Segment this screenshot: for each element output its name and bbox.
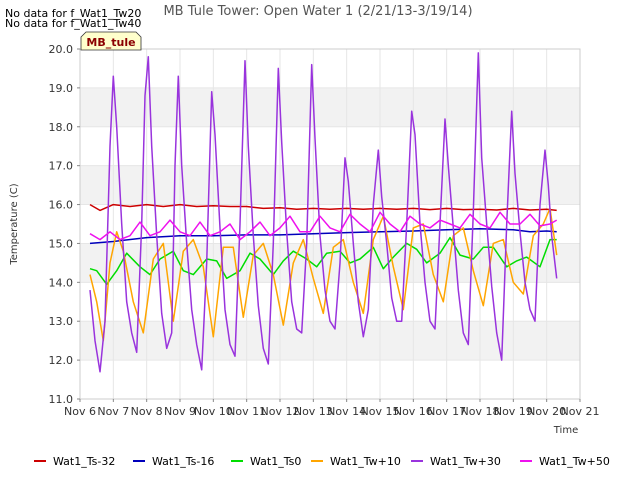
x-tick-label: Nov 13 (294, 405, 333, 418)
grid-band (80, 243, 580, 283)
y-tick-label: 16.0 (49, 199, 74, 212)
x-tick-label: Nov 14 (327, 405, 366, 418)
grid-band (80, 321, 580, 361)
x-tick-label: Nov 7 (97, 405, 129, 418)
site-badge-box (80, 31, 142, 51)
x-tick-label: Nov 8 (131, 405, 163, 418)
x-tick-label: Nov 21 (561, 405, 600, 418)
x-tick-label: Nov 20 (527, 405, 566, 418)
x-tick-label: Nov 19 (494, 405, 533, 418)
no-data-notice-1: No data for f_Wat1_Tw20 (5, 7, 142, 20)
series-line-wat1-tw-50 (89, 211, 558, 241)
y-tick-label: 15.0 (49, 237, 74, 250)
legend-label: Wat1_Ts-16 (152, 455, 214, 468)
series-line-wat1-tw-30 (89, 52, 558, 373)
x-tick-label: Nov 15 (361, 405, 400, 418)
x-tick-label: Nov 9 (164, 405, 196, 418)
legend-label: Wat1_Tw+10 (330, 455, 401, 468)
series-line-wat1-ts-32 (89, 203, 557, 212)
y-tick-label: 13.0 (49, 315, 74, 328)
y-axis-label: Temperature (C) (9, 183, 20, 265)
y-tick-label: 14.0 (49, 276, 74, 289)
grid-band (80, 165, 580, 205)
plot-area-frame (79, 48, 581, 400)
legend-label: Wat1_Tw+30 (430, 455, 501, 468)
y-tick-label: 19.0 (49, 82, 74, 95)
x-tick-label: Nov 12 (261, 405, 300, 418)
y-tick-label: 20.0 (49, 43, 74, 56)
grid-band (80, 87, 580, 127)
y-tick-label: 12.0 (49, 354, 74, 367)
x-tick-label: Nov 10 (194, 405, 233, 418)
x-tick-label: Nov 18 (461, 405, 500, 418)
y-tick-label: 11.0 (49, 393, 74, 406)
series-line-wat1-tw-10 (89, 207, 558, 342)
legend-label: Wat1_Ts0 (250, 455, 301, 468)
x-axis-label: Time (553, 425, 578, 436)
y-tick-label: 17.0 (49, 160, 74, 173)
series-line-wat1-ts-16 (89, 227, 557, 245)
site-badge-label: MB_tule (86, 36, 135, 49)
x-tick-label: Nov 11 (227, 405, 266, 418)
legend-label: Wat1_Tw+50 (539, 455, 610, 468)
chart-title: MB Tule Tower: Open Water 1 (2/21/13-3/1… (163, 4, 472, 19)
x-tick-label: Nov 6 (64, 405, 96, 418)
x-tick-label: Nov 17 (427, 405, 466, 418)
legend-label: Wat1_Ts-32 (53, 455, 115, 468)
x-tick-label: Nov 16 (394, 405, 433, 418)
y-tick-label: 18.0 (49, 121, 74, 134)
no-data-notice-2: No data for f_Wat1_Tw40 (5, 17, 142, 30)
legend: Wat1_Ts-32 Wat1_Ts-16 Wat1_Ts0 Wat1_Tw+10 Wa… (34, 455, 610, 468)
site-badge: MB_tule (80, 31, 142, 51)
